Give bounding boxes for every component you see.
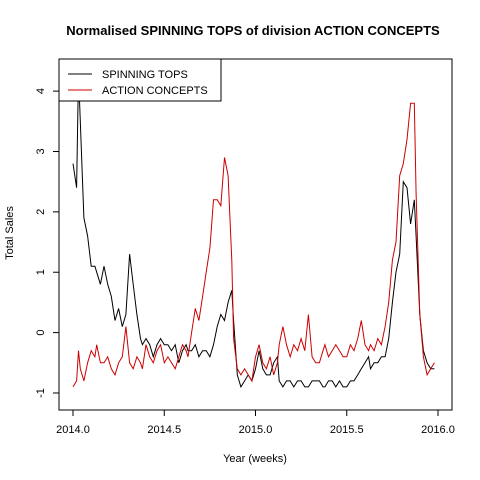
legend-box	[58, 58, 222, 102]
series-line-1	[72, 102, 435, 388]
y-tick-label: 4	[35, 88, 47, 94]
x-axis: 2014.0 2014.5 2015.0 2015.5 2016.0	[56, 410, 455, 436]
y-axis-label: Total Sales	[4, 206, 16, 260]
x-tick-label: 2016.0	[421, 424, 455, 436]
legend-label-action-concepts: ACTION CONCEPTS	[102, 85, 208, 97]
x-tick-label: 2014.0	[56, 424, 90, 436]
y-tick-label: -1	[35, 388, 47, 398]
y-tick-label: 0	[35, 330, 47, 336]
y-tick-label: 1	[35, 269, 47, 275]
legend: SPINNING TOPS ACTION CONCEPTS	[58, 58, 222, 102]
x-tick-label: 2015.0	[239, 424, 273, 436]
y-tick-label: 3	[35, 148, 47, 154]
legend-label-spinning-tops: SPINNING TOPS	[102, 69, 188, 81]
series-layer	[72, 72, 435, 389]
y-axis: -1 0 1 2 3 4	[35, 88, 59, 398]
x-tick-label: 2015.5	[330, 424, 364, 436]
x-axis-label: Year (weeks)	[223, 453, 287, 465]
y-tick-label: 2	[35, 209, 47, 215]
x-tick-label: 2014.5	[147, 424, 181, 436]
chart-title: Normalised SPINNING TOPS of division ACT…	[66, 23, 440, 38]
